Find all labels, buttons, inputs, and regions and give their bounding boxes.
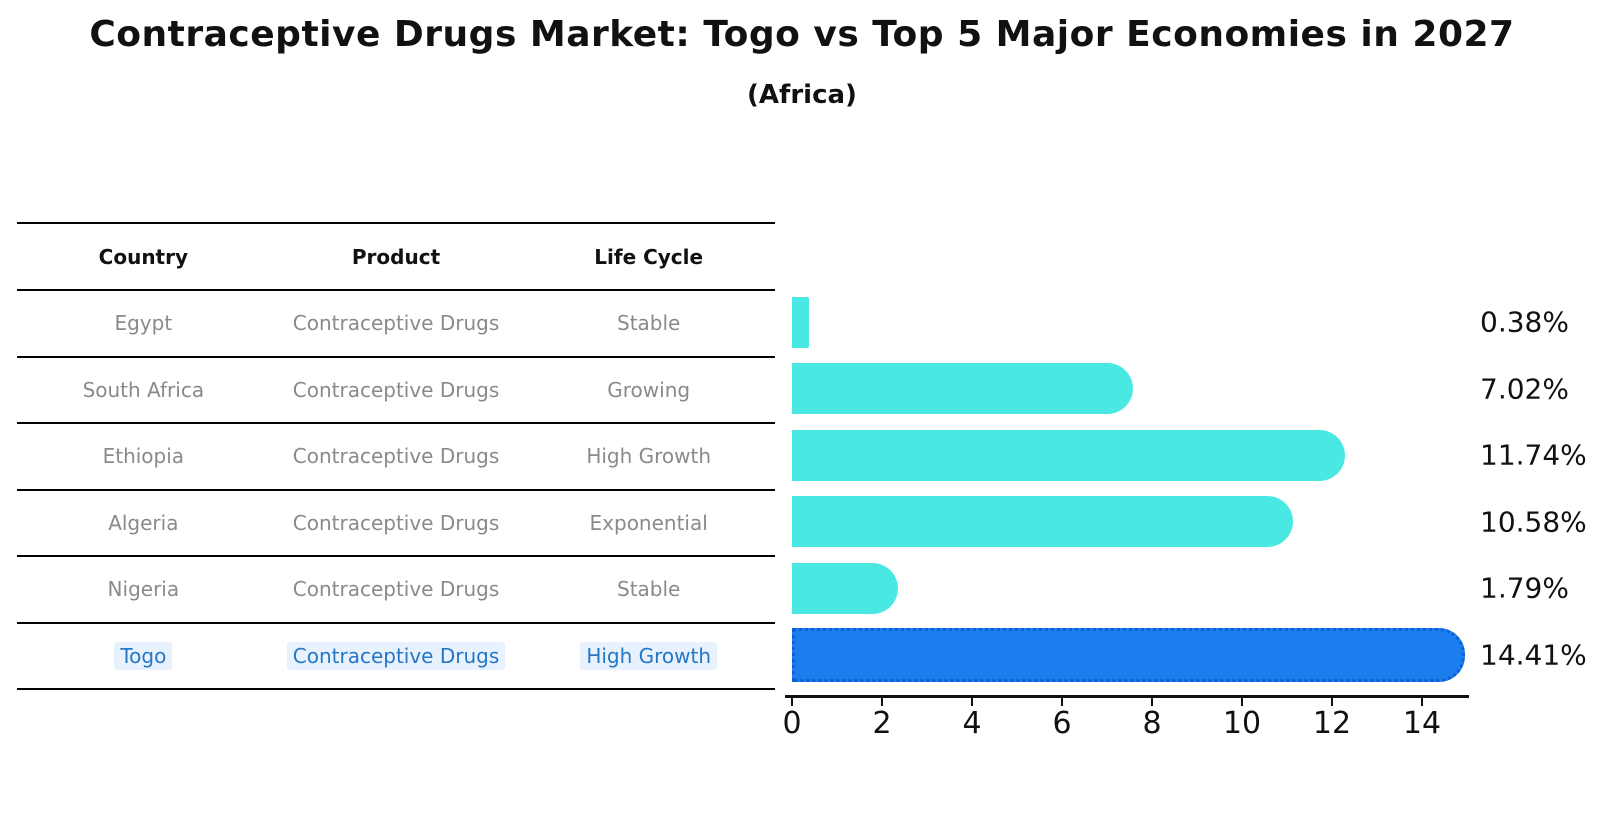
bar-togo — [792, 627, 1466, 682]
x-tick-8 — [1151, 697, 1153, 706]
table-cell-life-cycle: Stable — [617, 577, 681, 602]
x-tick-2 — [881, 697, 883, 706]
table-header-life-cycle: Life Cycle — [594, 244, 704, 269]
x-tick-4 — [971, 697, 973, 706]
table-cell-life-cycle: High Growth — [586, 444, 712, 469]
table-row-algeria: Algeria Contraceptive Drugs Exponential — [17, 491, 775, 557]
value-label-algeria: 10.58% — [1480, 505, 1587, 539]
table-header-row: Country Product Life Cycle — [17, 222, 775, 291]
table-cell-country: Togo — [17, 641, 270, 670]
table-row-nigeria: Nigeria Contraceptive Drugs Stable — [17, 557, 775, 624]
x-tick-label-0: 0 — [782, 706, 802, 741]
x-axis-line — [785, 695, 1469, 698]
bar-south-africa — [792, 363, 1133, 415]
table-cell-country: Nigeria — [107, 577, 180, 602]
x-tick-label-8: 8 — [1142, 706, 1162, 741]
x-tick-14 — [1421, 697, 1423, 706]
table-row-south-africa: South Africa Contraceptive Drugs Growing — [17, 358, 775, 424]
chart-title: Contraceptive Drugs Market: Togo vs Top … — [89, 14, 1515, 55]
x-tick-label-10: 10 — [1222, 706, 1262, 741]
table-row-ethiopia: Ethiopia Contraceptive Drugs High Growth — [17, 424, 775, 491]
x-tick-6 — [1061, 697, 1063, 706]
table-cell-product: Contraceptive Drugs — [292, 577, 500, 602]
table-cell-country: Algeria — [108, 510, 179, 535]
table-row-togo: Togo Contraceptive Drugs High Growth — [17, 624, 775, 690]
x-tick-label-14: 14 — [1402, 706, 1442, 741]
comparison-table: Country Product Life Cycle Egypt Contrace… — [17, 222, 775, 690]
table-cell-product: Contraceptive Drugs — [292, 377, 500, 402]
table-cell-country: Egypt — [114, 311, 173, 336]
x-tick-12 — [1331, 697, 1333, 706]
value-label-south-africa: 7.02% — [1480, 372, 1569, 406]
bar-algeria — [792, 496, 1294, 548]
table-cell-country: Ethiopia — [102, 444, 185, 469]
x-tick-label-4: 4 — [962, 706, 982, 741]
table-header-country: Country — [98, 244, 189, 269]
table-cell-life-cycle: Growing — [607, 377, 691, 402]
table-header-product: Product — [351, 244, 441, 269]
table-cell-product: Contraceptive Drugs — [292, 510, 500, 535]
value-label-togo: 14.41% — [1480, 638, 1587, 672]
x-tick-label-6: 6 — [1052, 706, 1072, 741]
x-tick-10 — [1241, 697, 1243, 706]
value-label-egypt: 0.38% — [1480, 305, 1569, 339]
table-cell-life-cycle: Stable — [617, 311, 681, 336]
x-tick-label-12: 12 — [1312, 706, 1352, 741]
table-cell-life-cycle: Exponential — [589, 510, 708, 535]
table-cell-product: Contraceptive Drugs — [270, 641, 523, 670]
value-label-ethiopia: 11.74% — [1480, 438, 1587, 472]
table-cell-country: South Africa — [82, 377, 205, 402]
bar-egypt — [792, 296, 810, 348]
value-label-nigeria: 1.79% — [1480, 571, 1569, 605]
table-cell-product: Contraceptive Drugs — [292, 311, 500, 336]
x-tick-0 — [791, 697, 793, 706]
table-body: Egypt Contraceptive Drugs Stable South Afri… — [17, 291, 775, 690]
x-tick-label-2: 2 — [872, 706, 892, 741]
chart-subtitle: (Africa) — [747, 80, 857, 110]
bar-ethiopia — [792, 429, 1346, 481]
table-cell-product: Contraceptive Drugs — [292, 444, 500, 469]
table-cell-life-cycle: High Growth — [522, 641, 775, 670]
table-row-egypt: Egypt Contraceptive Drugs Stable — [17, 291, 775, 358]
bar-nigeria — [792, 562, 898, 614]
